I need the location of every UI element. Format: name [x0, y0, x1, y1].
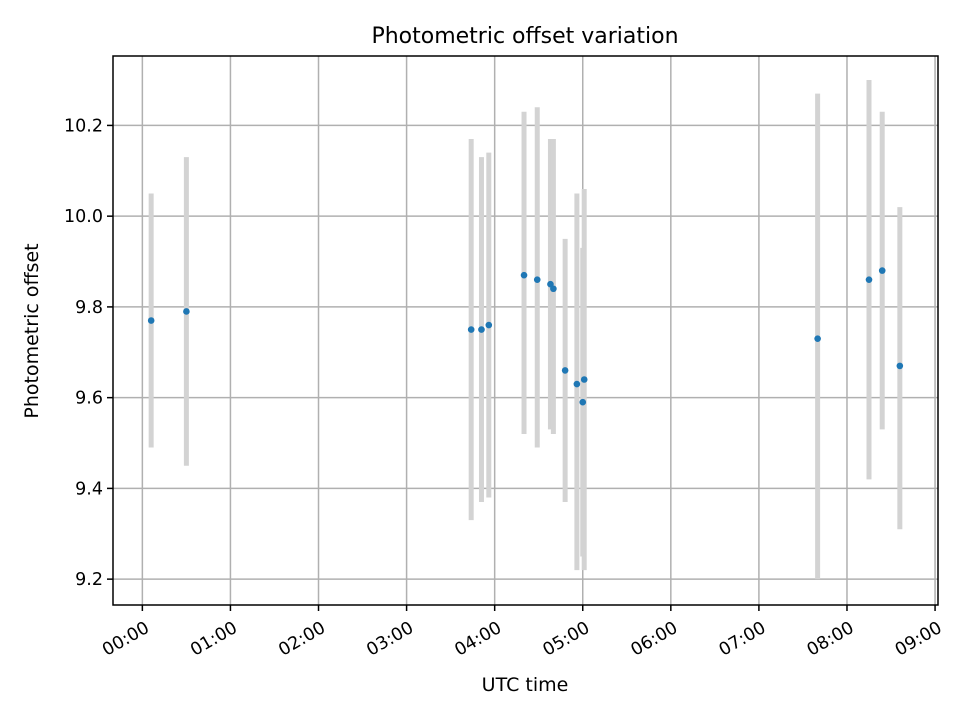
error-bars: [148, 80, 903, 580]
y-axis-label: Photometric offset: [21, 243, 43, 418]
y-tick-label: 10.0: [64, 207, 103, 227]
data-point: [520, 271, 528, 279]
y-tick-label: 9.8: [75, 298, 103, 318]
y-tick-label: 9.4: [75, 479, 103, 499]
x-tick-label: 00:00: [99, 618, 153, 661]
data-point: [550, 285, 557, 293]
x-tick-label: 04:00: [451, 618, 505, 661]
data-point: [896, 362, 904, 370]
data-point: [478, 326, 485, 333]
x-tick-label: 06:00: [628, 618, 682, 661]
x-tick-label: 02:00: [275, 618, 329, 661]
x-tick-label: 05:00: [540, 618, 594, 661]
plot-frame: [112, 55, 939, 606]
data-point: [467, 326, 475, 333]
x-tick-label: 08:00: [804, 618, 858, 661]
data-point: [865, 276, 873, 283]
x-axis-ticks: 00:00 01:00 02:00 03:00 04:00 05:00 06:00 07:00…: [99, 605, 946, 661]
x-tick-label: 07:00: [716, 618, 770, 661]
y-tick-label: 9.6: [75, 389, 103, 409]
data-point: [183, 308, 190, 315]
y-tick-label: 10.2: [64, 116, 103, 136]
data-point: [814, 335, 821, 342]
data-point: [485, 321, 493, 329]
x-tick-label: 03:00: [363, 618, 417, 661]
x-tick-label: 01:00: [187, 618, 241, 661]
data-point: [147, 317, 155, 324]
y-tick-label: 9.2: [75, 570, 103, 590]
x-axis-label: UTC time: [482, 674, 569, 696]
data-point: [533, 276, 541, 283]
data-points: [147, 267, 904, 406]
data-point: [579, 398, 587, 406]
data-point: [580, 376, 588, 383]
x-tick-label: 09:00: [892, 618, 946, 661]
y-axis-ticks: 9.2 9.4 9.6 9.8 10.0 10.2: [64, 116, 113, 590]
data-point: [878, 267, 886, 274]
data-point: [573, 380, 581, 388]
data-point: [561, 367, 569, 374]
chart-title: Photometric offset variation: [371, 24, 678, 49]
